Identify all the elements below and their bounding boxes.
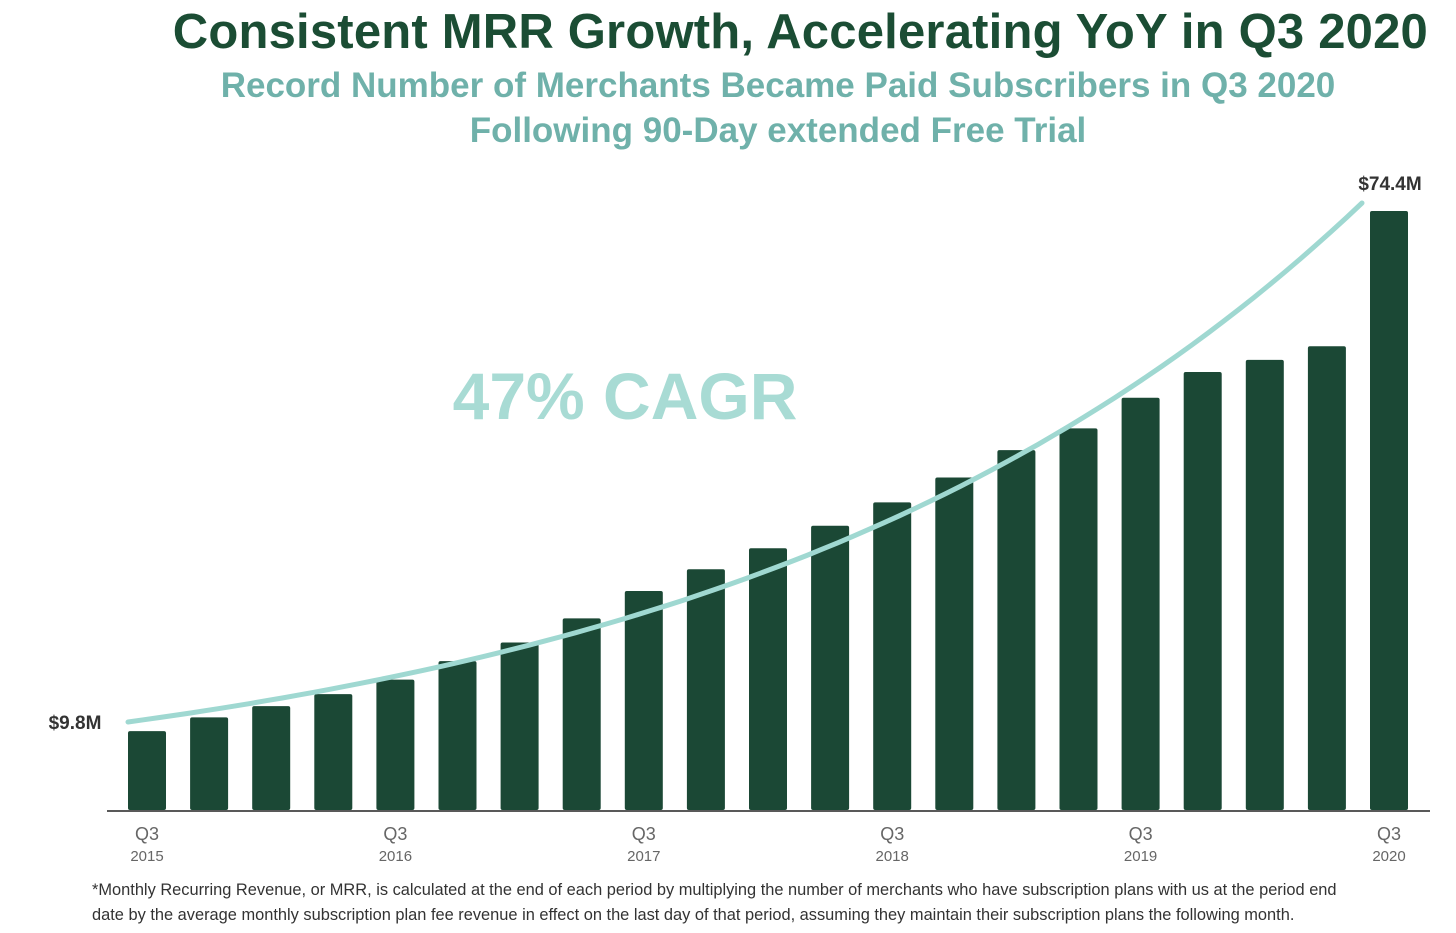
x-tick-year-label: 2017	[627, 848, 660, 865]
bar-q3-2017	[624, 591, 663, 810]
bar-q4-2016	[438, 661, 477, 810]
bar-q1-2017	[500, 642, 539, 810]
bar-q1-2019	[997, 450, 1036, 810]
bar-q4-2015	[190, 717, 229, 810]
bar-q2-2017	[562, 618, 601, 810]
page-title: Consistent MRR Growth, Accelerating YoY …	[172, 5, 1428, 59]
bar-q1-2016	[252, 706, 291, 810]
bar-q3-2020	[1370, 211, 1408, 810]
bar-q2-2020	[1307, 346, 1346, 810]
bar-q3-2019	[1121, 397, 1160, 810]
bar-q2-2016	[314, 694, 353, 810]
x-tick-year-label: 2018	[876, 848, 909, 865]
data-label-last: $74.4M	[1358, 174, 1421, 195]
x-tick-quarter-label: Q3	[880, 824, 904, 844]
data-label-first: $9.8M	[49, 713, 102, 734]
x-tick-quarter-label: Q3	[383, 824, 407, 844]
bar-q2-2018	[811, 525, 850, 810]
x-tick-quarter-label: Q3	[135, 824, 159, 844]
subtitle-line-2: Following 90-Day extended Free Trial	[469, 111, 1087, 150]
bar-q4-2017	[686, 569, 725, 810]
x-tick-year-label: 2020	[1372, 848, 1405, 865]
x-tick-year-label: 2015	[130, 848, 163, 865]
x-tick-year-label: 2016	[379, 848, 412, 865]
x-tick-labels: Q3 2015 Q3 2016 Q3 2017 Q3 2018 Q3 2019 Q3 2020	[130, 824, 1405, 865]
bar-q4-2019	[1183, 372, 1222, 810]
cagr-annotation: 47% CAGR	[453, 359, 798, 433]
bar-q3-2015	[128, 731, 166, 810]
bar-q3-2018	[873, 502, 912, 810]
bar-q1-2018	[749, 548, 787, 810]
subtitle-line-1: Record Number of Merchants Became Paid S…	[220, 66, 1336, 105]
bar-q4-2018	[935, 477, 974, 810]
x-tick-year-label: 2019	[1124, 848, 1157, 865]
data-labels: $9.8M $74.4M	[49, 174, 1422, 734]
cagr-trend-line	[125, 200, 1365, 725]
footnote-line-1: *Monthly Recurring Revenue, or MRR, is c…	[92, 881, 1337, 899]
footnote-line-2: date by the average monthly subscription…	[92, 906, 1295, 924]
x-tick-quarter-label: Q3	[632, 824, 656, 844]
footnote: *Monthly Recurring Revenue, or MRR, is c…	[92, 878, 1452, 928]
x-tick-quarter-label: Q3	[1129, 824, 1153, 844]
mrr-bar-chart: Q3 2015 Q3 2016 Q3 2017 Q3 2018 Q3 2019 Q3 2020 $9.…	[49, 174, 1430, 865]
x-tick-quarter-label: Q3	[1377, 824, 1401, 844]
bars-group	[128, 211, 1408, 810]
bar-q3-2016	[376, 679, 415, 810]
bar-q2-2019	[1059, 428, 1098, 810]
bar-q1-2020	[1245, 359, 1284, 810]
